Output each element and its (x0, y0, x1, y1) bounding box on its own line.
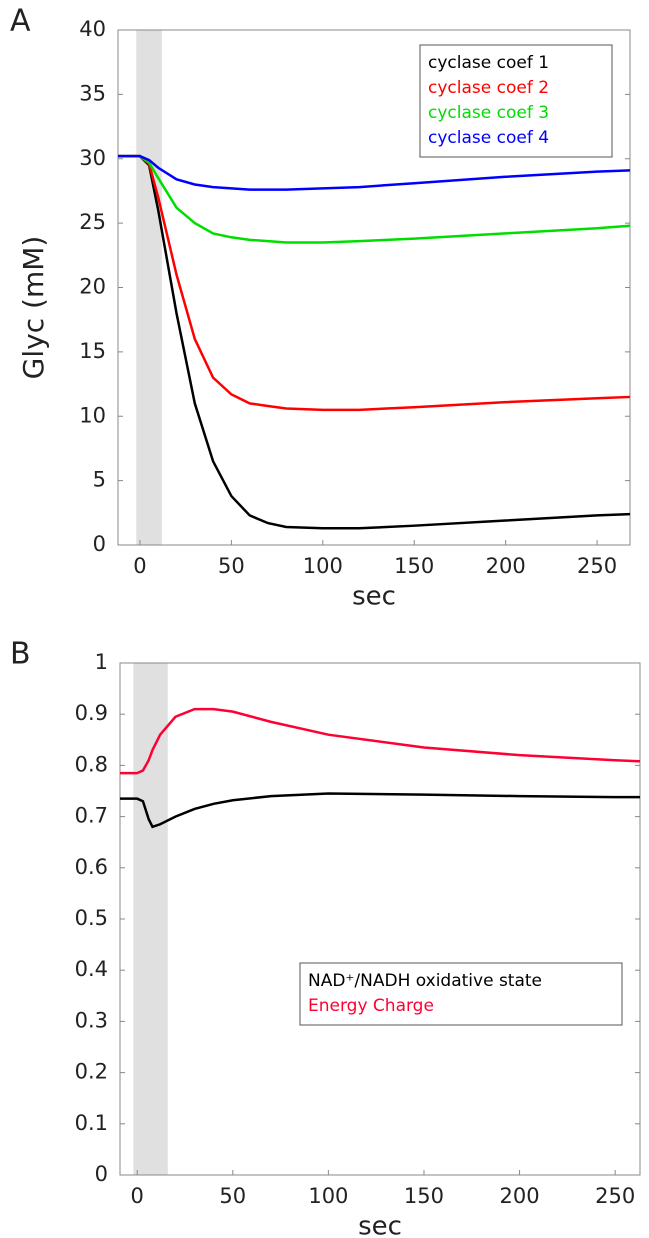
y-tick-label: 35 (79, 81, 106, 105)
legend-entry: Energy Charge (308, 996, 434, 1016)
y-tick-label: 0.1 (75, 1111, 108, 1135)
shaded-region (133, 663, 168, 1175)
y-tick-label: 0.5 (75, 906, 108, 930)
data-line (118, 154, 631, 244)
x-tick-label: 0 (131, 1184, 144, 1208)
y-tick-label: 0.8 (75, 752, 108, 776)
legend-box (299, 962, 623, 1026)
y-tick-label: 0.7 (75, 804, 108, 828)
y-tick-label: 0 (95, 1162, 108, 1186)
y-axis-label: Glyc (mM) (17, 236, 50, 380)
x-axis-label: sec (352, 582, 396, 612)
y-tick-label: 30 (79, 146, 106, 170)
plot-frame (119, 662, 641, 1176)
legend-entry: NAD⁺/NADH oxidative state (308, 971, 542, 991)
legend-entry: cyclase coef 2 (428, 78, 549, 98)
panel-label: A (10, 4, 31, 39)
x-tick-label: 50 (219, 1184, 246, 1208)
data-line (120, 792, 640, 829)
legend-entry: cyclase coef 3 (428, 103, 549, 123)
x-tick-label: 200 (500, 1184, 540, 1208)
x-tick-label: 250 (595, 1184, 635, 1208)
y-tick-label: 0.4 (75, 957, 108, 981)
x-tick-label: 150 (394, 554, 434, 578)
y-tick-label: 0.9 (75, 701, 108, 725)
y-tick-label: 40 (79, 17, 106, 41)
x-tick-label: 100 (303, 554, 343, 578)
legend-box (419, 44, 613, 158)
x-tick-label: 250 (577, 554, 617, 578)
data-line (118, 154, 631, 530)
x-tick-label: 200 (486, 554, 526, 578)
legend-entry: cyclase coef 4 (428, 128, 549, 148)
legend-entry: cyclase coef 1 (428, 53, 549, 73)
y-tick-label: 0 (93, 532, 106, 556)
y-tick-label: 15 (79, 339, 106, 363)
data-line (118, 154, 631, 412)
y-tick-label: 5 (93, 468, 106, 492)
x-tick-label: 50 (218, 554, 245, 578)
data-line (120, 707, 641, 775)
y-tick-label: 20 (79, 275, 106, 299)
x-axis-label: sec (358, 1212, 402, 1238)
data-line (118, 154, 631, 191)
y-tick-label: 1 (95, 650, 108, 674)
y-tick-label: 0.2 (75, 1060, 108, 1084)
y-tick-label: 0.6 (75, 855, 108, 879)
y-tick-label: 10 (79, 403, 106, 427)
x-tick-label: 0 (133, 554, 146, 578)
y-tick-label: 25 (79, 210, 106, 234)
shaded-region (136, 30, 162, 545)
x-tick-label: 150 (404, 1184, 444, 1208)
x-tick-label: 100 (308, 1184, 348, 1208)
panel-label: B (10, 637, 31, 672)
y-tick-label: 0.3 (75, 1008, 108, 1032)
